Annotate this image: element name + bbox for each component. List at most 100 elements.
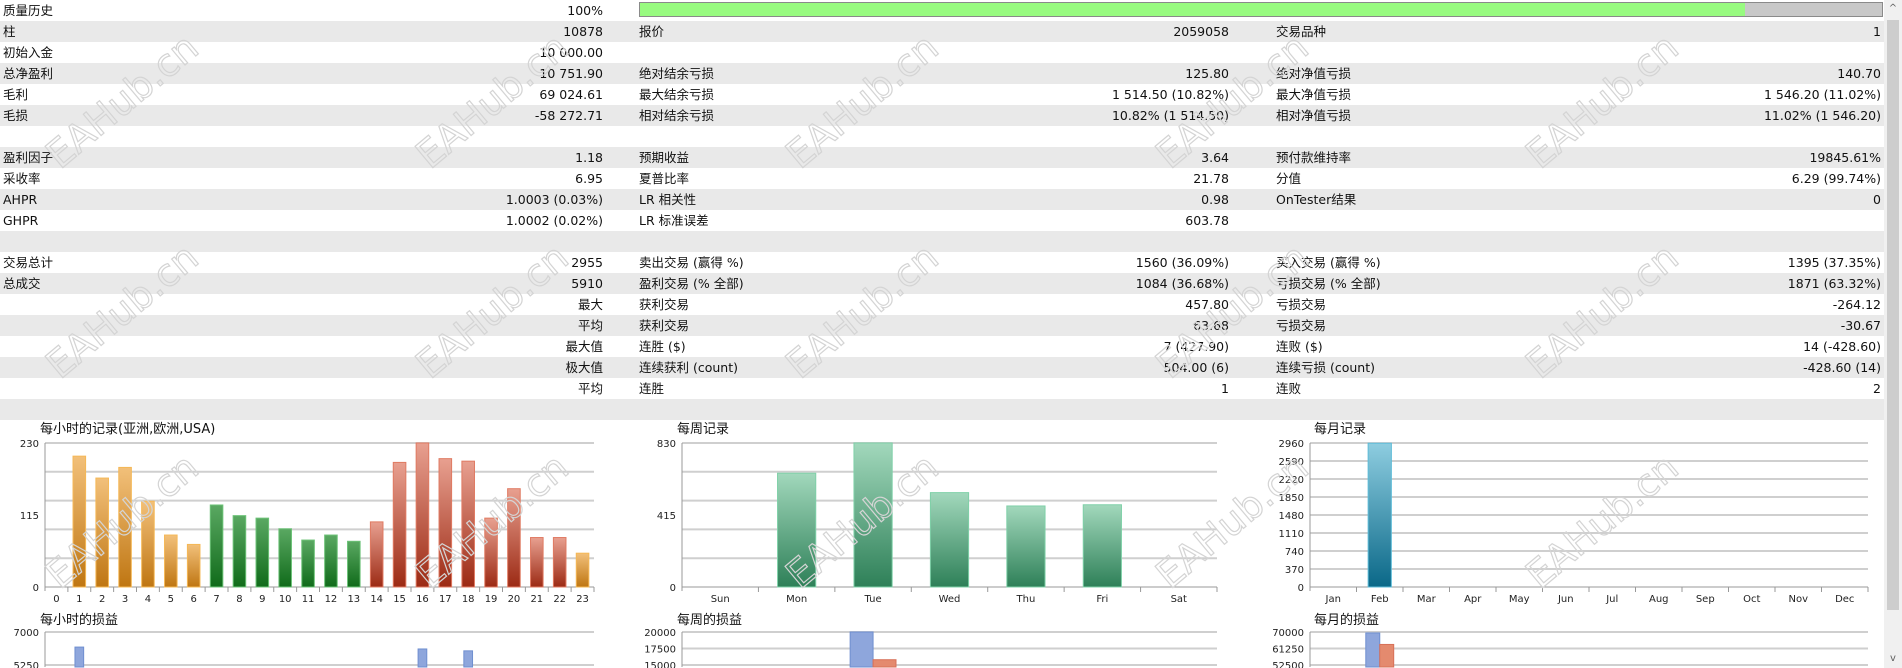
stat-label: 夏普比率	[639, 171, 690, 186]
x-tick-label: Jan	[1325, 594, 1341, 605]
stat-label: 相对净值亏损	[1276, 108, 1352, 123]
stat-label: AHPR	[3, 192, 38, 207]
bar	[209, 504, 224, 588]
x-tick-label: Jul	[1605, 594, 1618, 605]
loss-bar	[1379, 643, 1395, 668]
stat-label: 连续获利 (count)	[639, 360, 738, 375]
stats-row: 平均 连胜 1 连败 2	[0, 378, 1884, 399]
stat-value: 0.98	[1201, 192, 1229, 207]
chevron-up-icon[interactable]: ^	[1888, 3, 1898, 14]
bar	[95, 477, 109, 588]
stat-value: 5910	[571, 276, 603, 291]
stat-value: 2955	[571, 255, 603, 270]
stat-value: 1871 (63.32%)	[1787, 276, 1881, 291]
stat-label: 最大结余亏损	[639, 87, 715, 102]
stats-row	[0, 231, 1884, 252]
stat-label: 盈利因子	[3, 150, 54, 165]
y-tick-label: 230	[20, 439, 39, 450]
stat-label: 毛利	[3, 87, 29, 102]
stat-value: 1	[1221, 381, 1229, 396]
x-tick-label: Mon	[786, 594, 807, 605]
stat-value: 7 (427.90)	[1163, 339, 1229, 354]
stats-row: AHPR 1.0003 (0.03%) LR 相关性 0.98 OnTester结果 0	[0, 189, 1884, 210]
bar	[1006, 505, 1046, 588]
y-tick-label: 115	[20, 511, 39, 522]
x-tick-label: Tue	[864, 594, 882, 605]
bar	[438, 458, 453, 588]
stat-label: 亏损交易	[1276, 318, 1327, 333]
bar	[255, 517, 270, 588]
x-tick-label: 17	[439, 594, 452, 605]
stat-value: 11.02% (1 546.20)	[1763, 108, 1881, 123]
x-tick-label: Dec	[1835, 594, 1854, 605]
x-tick-label: 6	[191, 594, 197, 605]
x-tick-label: 12	[325, 594, 338, 605]
stat-label: 亏损交易 (% 全部)	[1276, 276, 1381, 291]
chart-title: 每小时的记录(亚洲,欧洲,USA)	[40, 421, 215, 437]
stat-label: 报价	[639, 24, 665, 39]
stat-label: 卖出交易 (赢得 %)	[639, 255, 744, 270]
stat-value: 2059058	[1173, 24, 1229, 39]
stat-value: 457.80	[1185, 297, 1229, 312]
chart-title: 每周记录	[677, 421, 729, 437]
stat-value: 10 000.00	[539, 45, 603, 60]
bar	[186, 543, 201, 588]
x-tick-label: 4	[145, 594, 151, 605]
y-tick-label: 61250	[1272, 645, 1304, 656]
stat-label: 连续亏损 (count)	[1276, 360, 1375, 375]
bar	[72, 455, 87, 588]
stat-label: 连败	[1276, 381, 1302, 396]
y-tick-label: 740	[1285, 547, 1304, 558]
vertical-scrollbar[interactable]: ^ v	[1884, 0, 1902, 668]
x-tick-label: 3	[122, 594, 128, 605]
bar	[1082, 504, 1122, 588]
stats-row: 最大 获利交易 457.80 亏损交易 -264.12	[0, 294, 1884, 315]
stat-label: 预期收益	[639, 150, 690, 165]
x-tick-label: Fri	[1096, 594, 1108, 605]
x-tick-label: 1	[76, 594, 82, 605]
y-tick-label: 370	[1285, 565, 1304, 576]
stat-value: 10.82% (1 514.50)	[1111, 108, 1229, 123]
x-tick-label: Mar	[1417, 594, 1437, 605]
x-tick-label: 13	[347, 594, 360, 605]
chart-title: 每周的损益	[677, 612, 742, 628]
x-tick-label: 16	[416, 594, 429, 605]
y-tick-label: 415	[657, 511, 676, 522]
bar	[929, 492, 970, 588]
quality-history-value: 100%	[567, 3, 603, 18]
stat-label: 盈利交易 (% 全部)	[639, 276, 744, 291]
stat-label: 相对结余亏损	[639, 108, 715, 123]
stat-value: 平均	[577, 381, 603, 396]
stat-label: 绝对结余亏损	[639, 66, 715, 81]
stat-value: 10 751.90	[539, 66, 603, 81]
y-tick-label: 7000	[14, 628, 39, 639]
y-tick-label: 5250	[14, 661, 39, 668]
bar	[530, 537, 544, 588]
stat-value: 平均	[577, 318, 603, 333]
x-tick-label: May	[1509, 594, 1530, 605]
stat-value: 0	[1873, 192, 1881, 207]
x-tick-label: 21	[530, 594, 543, 605]
bar	[507, 488, 521, 588]
chart-title: 每月记录	[1314, 421, 1366, 437]
x-tick-label: 10	[279, 594, 292, 605]
stat-value: 19845.61%	[1809, 150, 1881, 165]
stat-label: LR 相关性	[639, 192, 697, 207]
stat-label: 采收率	[3, 171, 41, 186]
chevron-down-icon[interactable]: v	[1890, 653, 1896, 664]
stat-label: 获利交易	[639, 297, 690, 312]
quality-history-label: 质量历史	[3, 3, 54, 18]
stat-label: OnTester结果	[1276, 192, 1357, 207]
y-tick-label: 0	[33, 583, 39, 594]
stat-label: 连败 ($)	[1276, 339, 1323, 354]
stat-label: 绝对净值亏损	[1276, 66, 1352, 81]
scrollbar-thumb[interactable]	[1887, 20, 1899, 610]
bar	[369, 521, 384, 588]
stats-row: 采收率 6.95 夏普比率 21.78 分值 6.29 (99.74%)	[0, 168, 1884, 189]
profit-bar	[849, 631, 874, 668]
x-tick-label: 9	[259, 594, 265, 605]
stat-label: 总成交	[3, 276, 41, 291]
stat-value: 1.18	[575, 150, 603, 165]
stats-row: 总成交 5910 盈利交易 (% 全部) 1084 (36.68%) 亏损交易 (% 全…	[0, 273, 1884, 294]
